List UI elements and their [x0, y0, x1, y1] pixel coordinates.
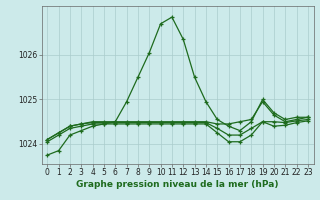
X-axis label: Graphe pression niveau de la mer (hPa): Graphe pression niveau de la mer (hPa) [76, 180, 279, 189]
